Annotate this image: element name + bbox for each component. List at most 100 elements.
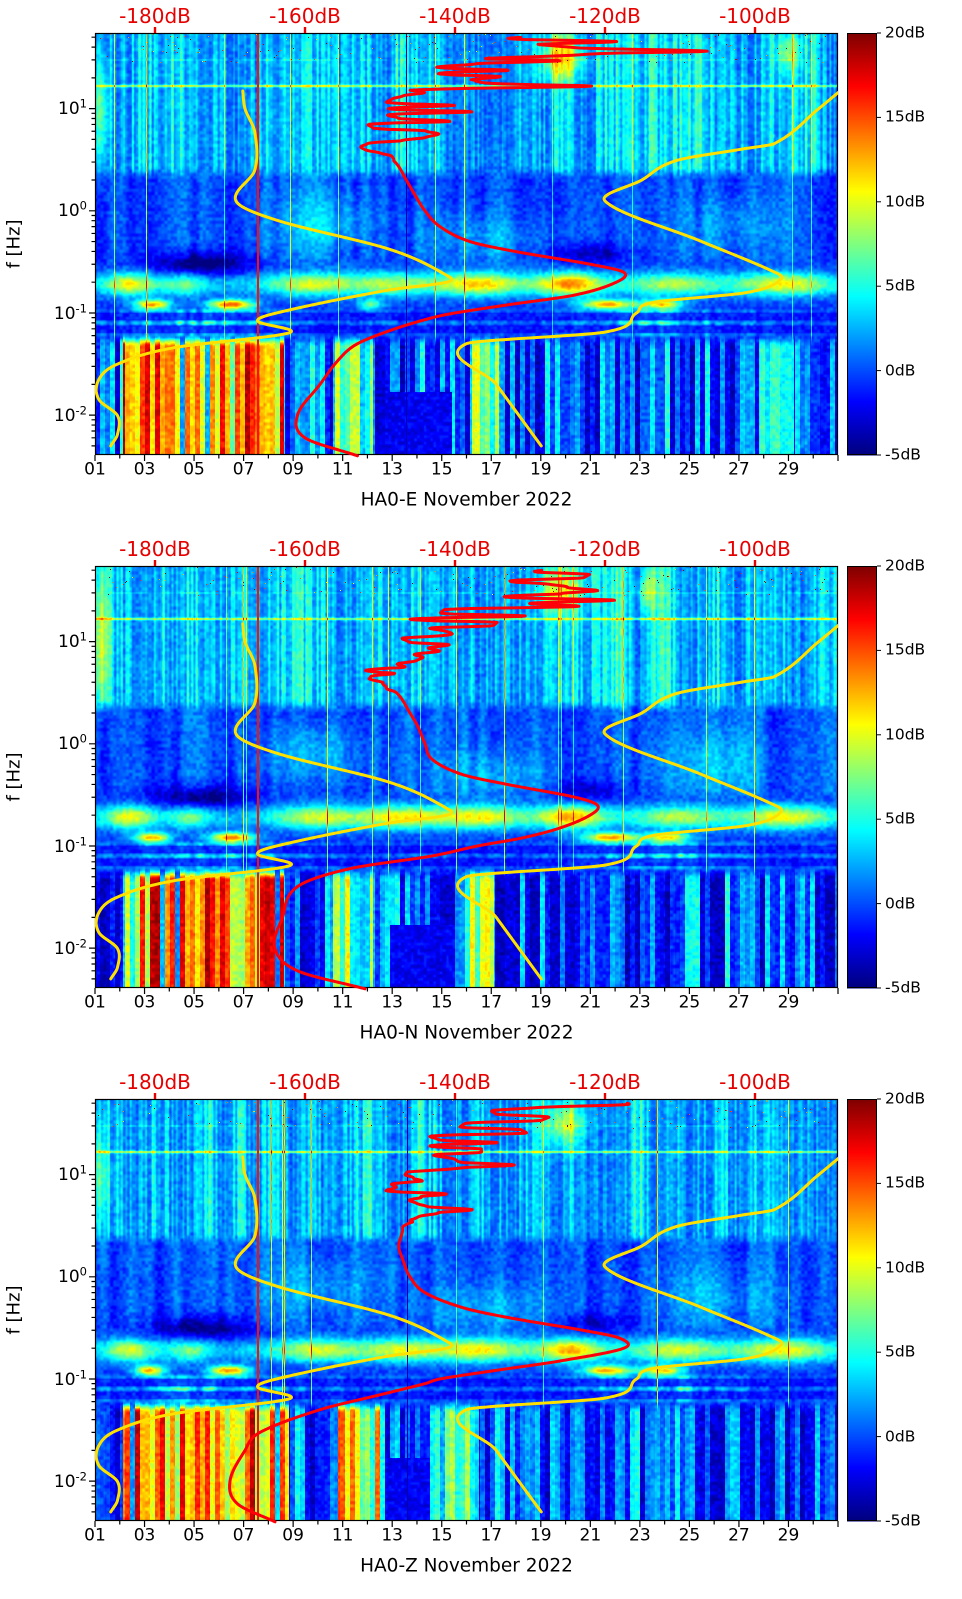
x-tick-label: 27 <box>728 1525 750 1546</box>
x-tick-label: 05 <box>183 459 205 480</box>
x-tick-label: 23 <box>629 459 651 480</box>
x-tick-label: 07 <box>232 1525 255 1546</box>
top-db-label: -140dB <box>419 537 491 561</box>
x-tick-label: 15 <box>430 1525 453 1546</box>
x-tick-label: 25 <box>678 459 701 480</box>
x-tick-label: 05 <box>183 1525 205 1546</box>
y-tick-label: 10-1 <box>53 1367 87 1390</box>
x-tick-label: 15 <box>430 459 453 480</box>
spectrogram-canvas-ha0-z <box>0 1066 962 1599</box>
x-tick-label: 09 <box>282 459 304 480</box>
x-tick-label: 19 <box>529 459 552 480</box>
top-db-label: -140dB <box>419 4 491 28</box>
colorbar-tick-label: 15dB <box>885 107 926 126</box>
x-tick-label: 25 <box>678 1525 701 1546</box>
panel-ha0-e: f [Hz] HA0-E November 2022 -180dB -160dB -… <box>0 0 962 533</box>
colorbar-tick-label: 20dB <box>885 23 926 42</box>
top-db-label: -160dB <box>269 537 341 561</box>
x-tick-label: 21 <box>579 459 602 480</box>
top-db-label: -100dB <box>719 4 791 28</box>
top-db-label: -180dB <box>119 4 191 28</box>
colorbar-tick-label: 5dB <box>885 276 916 295</box>
x-tick-label: 05 <box>183 992 205 1013</box>
colorbar-tick-label: 5dB <box>885 809 916 828</box>
top-db-label: -180dB <box>119 1070 191 1094</box>
x-tick-label: 23 <box>629 992 651 1013</box>
panel-title: HA0-Z November 2022 <box>360 1555 573 1577</box>
panel-ha0-z: f [Hz] HA0-Z November 2022 -180dB -160dB -… <box>0 1066 962 1599</box>
colorbar-tick-label: 0dB <box>885 360 916 379</box>
y-tick-label: 10-1 <box>53 301 87 324</box>
x-tick-label: 17 <box>480 992 503 1013</box>
y-axis-label: f [Hz] <box>3 1285 25 1335</box>
y-axis-label: f [Hz] <box>3 752 25 802</box>
panel-title: HA0-N November 2022 <box>359 1022 574 1044</box>
x-tick-label: 09 <box>282 992 304 1013</box>
y-tick-label: 10-1 <box>53 834 87 857</box>
x-tick-label: 29 <box>777 992 800 1013</box>
colorbar-tick-label: 20dB <box>885 1089 926 1108</box>
y-tick-label: 101 <box>58 96 87 120</box>
colorbar-tick-label: 10dB <box>885 1258 926 1277</box>
top-db-label: -180dB <box>119 537 191 561</box>
top-db-label: -140dB <box>419 1070 491 1094</box>
colorbar-tick-label: -5dB <box>885 445 921 464</box>
x-tick-label: 19 <box>529 1525 552 1546</box>
x-tick-label: 23 <box>629 1525 651 1546</box>
x-tick-label: 13 <box>381 992 404 1013</box>
y-axis-label: f [Hz] <box>3 219 25 269</box>
y-tick-label: 100 <box>58 731 87 755</box>
y-tick-label: 100 <box>58 1264 87 1288</box>
x-tick-label: 15 <box>430 992 453 1013</box>
spectrogram-canvas-ha0-e <box>0 0 962 533</box>
top-db-label: -100dB <box>719 1070 791 1094</box>
x-tick-label: 25 <box>678 992 701 1013</box>
x-tick-label: 13 <box>381 1525 404 1546</box>
panel-title: HA0-E November 2022 <box>360 489 573 511</box>
panel-ha0-n: f [Hz] HA0-N November 2022 -180dB -160dB -… <box>0 533 962 1066</box>
x-tick-label: 29 <box>777 459 800 480</box>
top-db-label: -160dB <box>269 1070 341 1094</box>
colorbar-tick-label: 5dB <box>885 1342 916 1361</box>
spectrogram-canvas-ha0-n <box>0 533 962 1066</box>
y-tick-label: 10-2 <box>53 1469 87 1492</box>
x-tick-label: 11 <box>331 992 354 1013</box>
x-tick-label: 27 <box>728 459 750 480</box>
x-tick-label: 27 <box>728 992 750 1013</box>
x-tick-label: 17 <box>480 459 503 480</box>
x-tick-label: 11 <box>331 1525 354 1546</box>
y-tick-label: 10-2 <box>53 403 87 426</box>
colorbar-tick-label: 15dB <box>885 1173 926 1192</box>
x-tick-label: 19 <box>529 992 552 1013</box>
x-tick-label: 03 <box>133 992 156 1013</box>
x-tick-label: 21 <box>579 992 602 1013</box>
x-tick-label: 17 <box>480 1525 503 1546</box>
colorbar-tick-label: 10dB <box>885 725 926 744</box>
colorbar-tick-label: -5dB <box>885 1511 921 1530</box>
x-tick-label: 29 <box>777 1525 800 1546</box>
x-tick-label: 09 <box>282 1525 304 1546</box>
colorbar-tick-label: 20dB <box>885 556 926 575</box>
y-tick-label: 10-2 <box>53 936 87 959</box>
top-db-label: -100dB <box>719 537 791 561</box>
top-db-label: -120dB <box>569 4 641 28</box>
x-tick-label: 01 <box>84 992 106 1013</box>
colorbar-tick-label: 10dB <box>885 192 926 211</box>
x-tick-label: 13 <box>381 459 404 480</box>
x-tick-label: 21 <box>579 1525 602 1546</box>
y-tick-label: 101 <box>58 629 87 653</box>
colorbar-tick-label: -5dB <box>885 978 921 997</box>
x-tick-label: 03 <box>133 459 156 480</box>
top-db-label: -120dB <box>569 537 641 561</box>
colorbar-tick-label: 0dB <box>885 1426 916 1445</box>
top-db-label: -160dB <box>269 4 341 28</box>
x-tick-label: 01 <box>84 459 106 480</box>
y-tick-label: 101 <box>58 1162 87 1186</box>
x-tick-label: 07 <box>232 992 255 1013</box>
x-tick-label: 01 <box>84 1525 106 1546</box>
colorbar-tick-label: 0dB <box>885 893 916 912</box>
x-tick-label: 03 <box>133 1525 156 1546</box>
x-tick-label: 07 <box>232 459 255 480</box>
y-tick-label: 100 <box>58 198 87 222</box>
